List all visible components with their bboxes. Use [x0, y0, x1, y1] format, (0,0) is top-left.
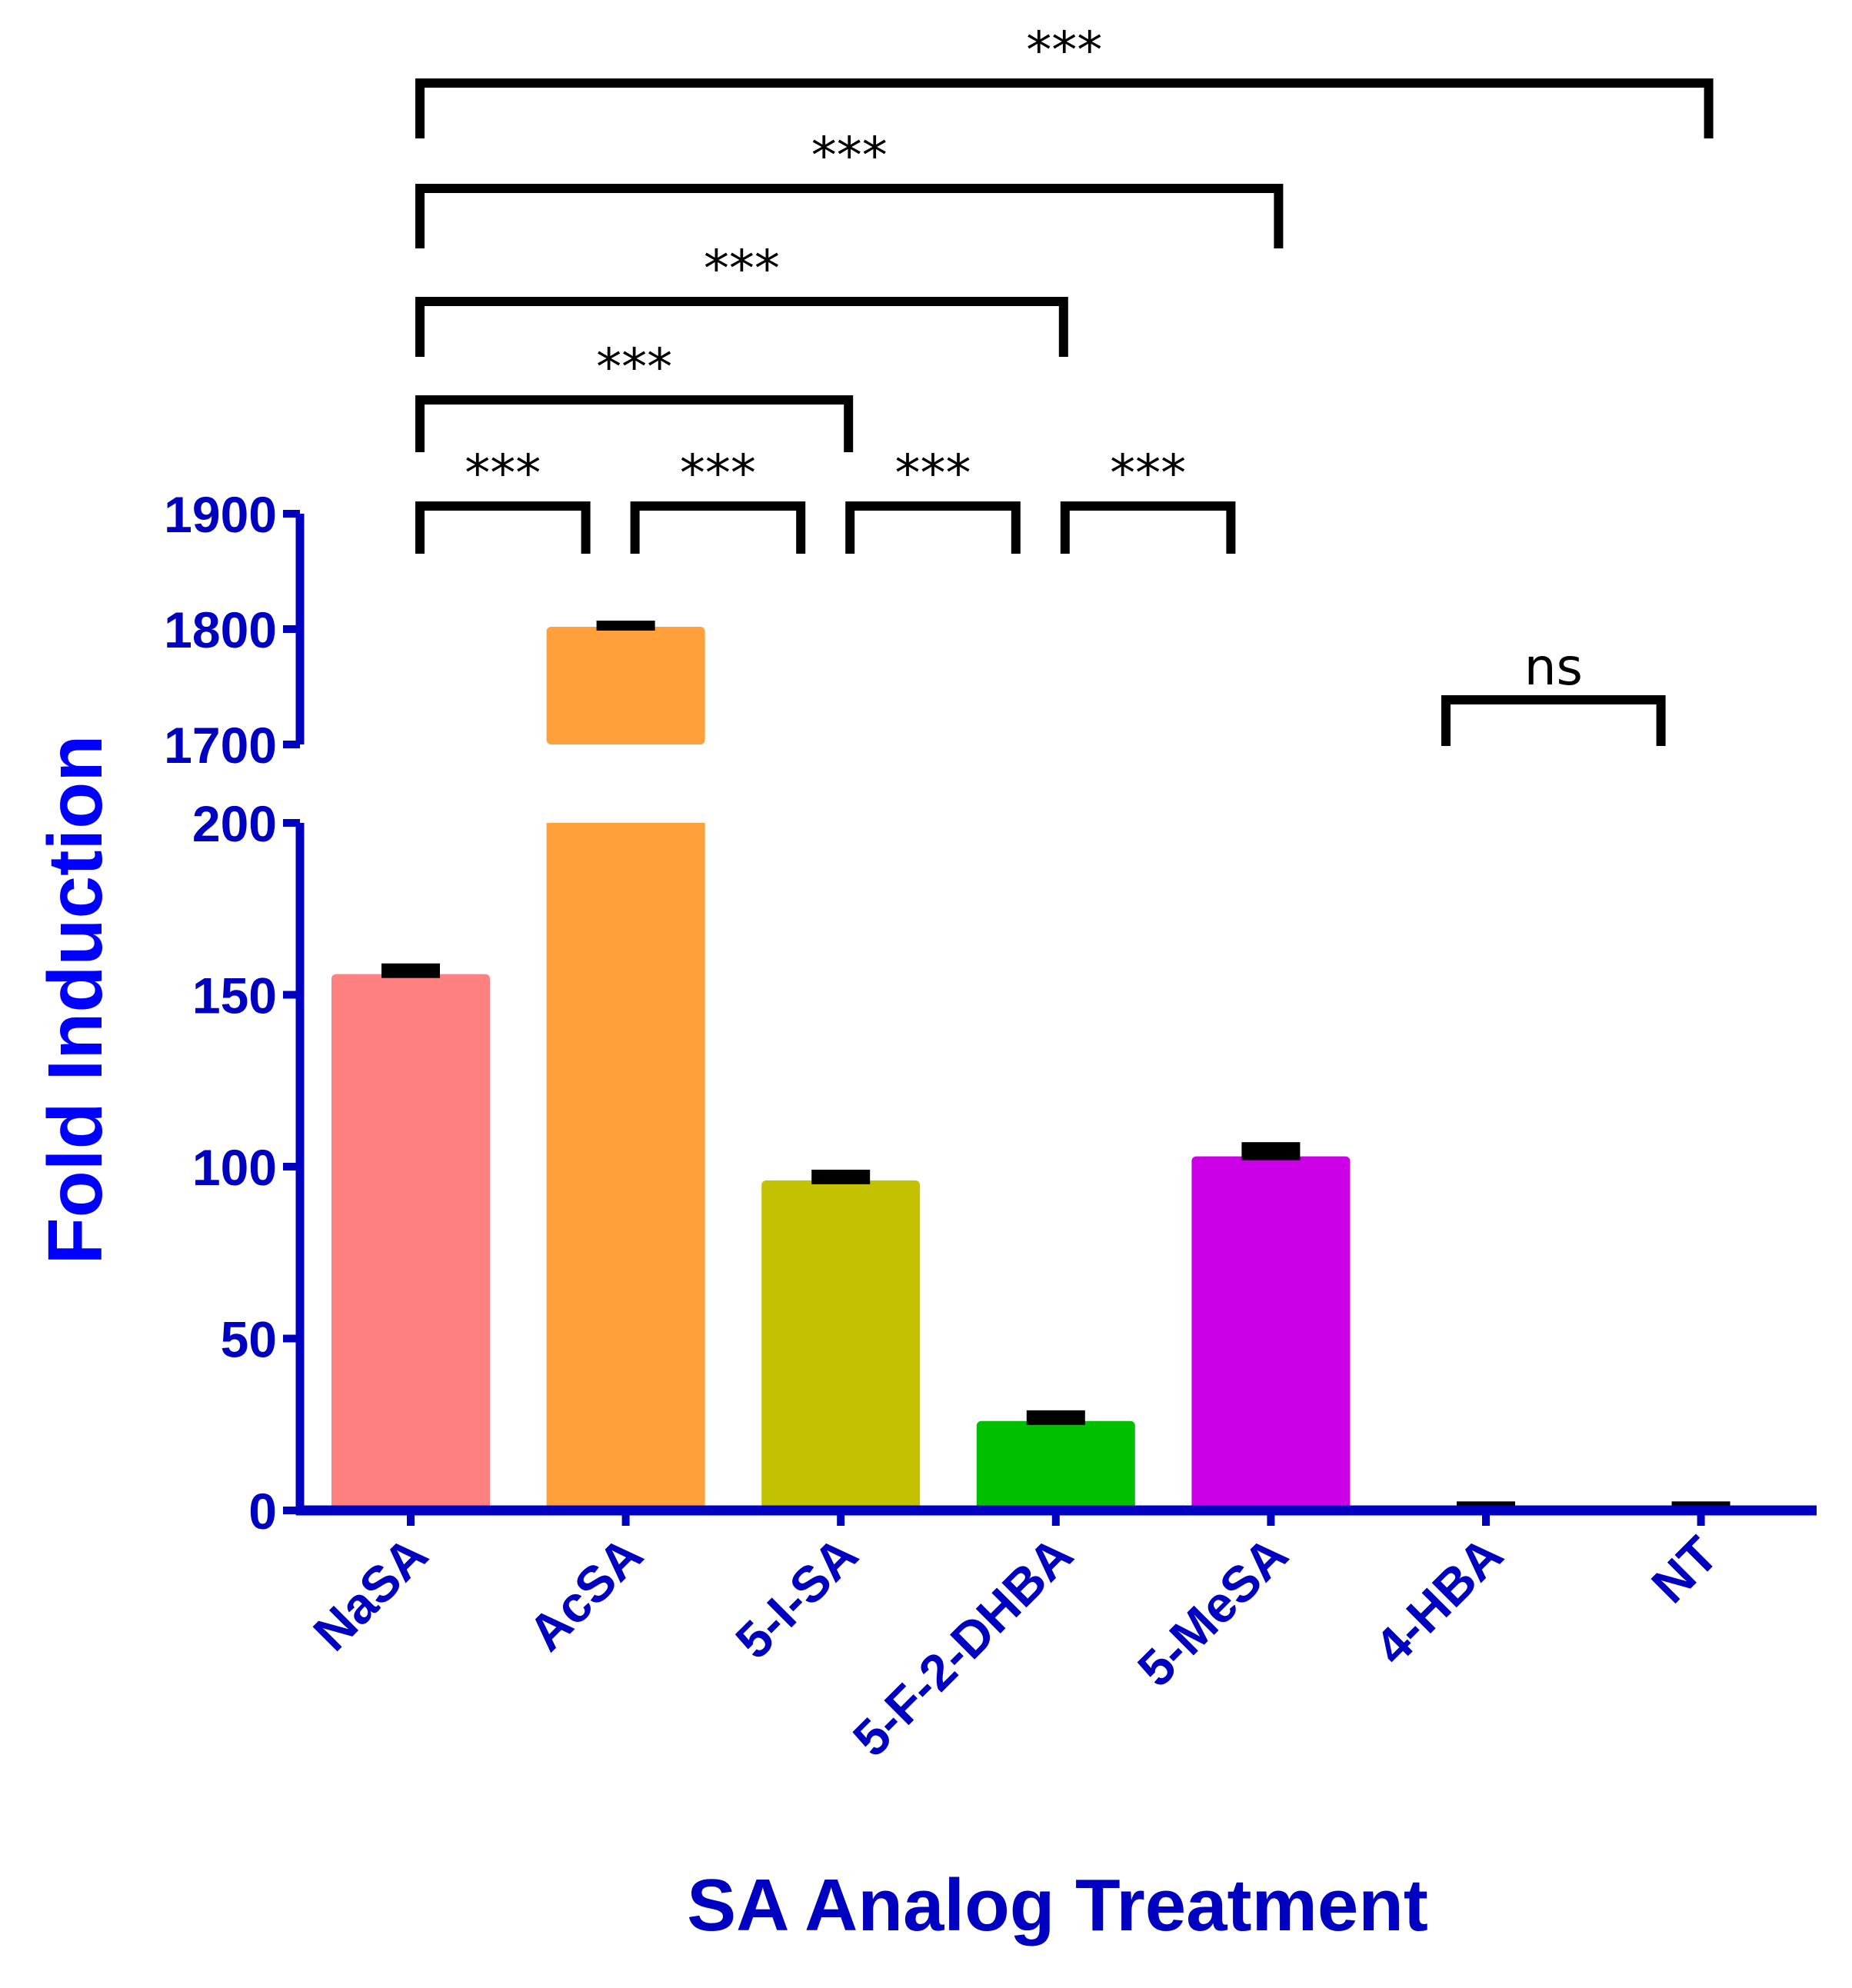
- significance-label-4: ***: [465, 444, 541, 503]
- significance-label-2: ***: [704, 239, 780, 298]
- y-lower-tick-label-1: 50: [221, 1311, 277, 1368]
- bar-3: [976, 1420, 1135, 1510]
- x-tick-label-5: 4-HBA: [1364, 1526, 1514, 1676]
- bar-4: [1191, 1156, 1351, 1510]
- significance-bracket-2: [415, 297, 1068, 357]
- significance-bracket-1: [415, 184, 1284, 248]
- y-lower-tick-label-2: 100: [192, 1139, 277, 1196]
- bars-group: [331, 627, 1780, 1510]
- bar-2: [761, 1180, 921, 1510]
- x-tick-label-3: 5-F-2-DHBA: [842, 1526, 1084, 1767]
- significance-label-3: ***: [596, 338, 672, 397]
- x-tick-label-1: AcSA: [518, 1526, 654, 1662]
- x-tick-label-0: NaSA: [302, 1526, 438, 1662]
- error-bar-0: [381, 963, 440, 978]
- significance-label-5: ***: [680, 444, 756, 503]
- x-axis-title: SA Analog Treatment: [687, 1864, 1428, 1946]
- error-bar-1: [596, 621, 655, 631]
- significance-label-1: ***: [811, 126, 888, 185]
- error-bar-4: [1241, 1142, 1301, 1160]
- significance-bracket-6: [845, 501, 1021, 554]
- y-lower-tick-label-4: 200: [192, 795, 277, 852]
- bar-1-lower: [546, 823, 705, 1510]
- x-tick-label-4: 5-MeSA: [1127, 1526, 1298, 1697]
- significance-label-8: ns: [1524, 638, 1583, 697]
- significance-bracket-7: [1060, 501, 1236, 554]
- y-upper-tick-label-0: 1700: [164, 717, 277, 774]
- significance-bracket-0: [415, 78, 1714, 138]
- bar-1-upper: [546, 627, 705, 744]
- y-upper-tick-label-2: 1900: [164, 486, 277, 543]
- x-tick-label-2: 5-I-SA: [724, 1526, 868, 1670]
- significance-label-0: ***: [1026, 21, 1102, 80]
- significance-label-6: ***: [895, 444, 971, 503]
- x-tick-label-6: NT: [1640, 1526, 1729, 1614]
- y-upper-tick-label-1: 1800: [164, 601, 277, 658]
- axes-group: [295, 514, 1817, 1516]
- significance-label-7: ***: [1110, 444, 1186, 503]
- y-axis-title: Fold Induction: [32, 735, 118, 1265]
- significance-bracket-8: [1441, 695, 1666, 746]
- significance-bracket-4: [415, 501, 591, 554]
- y-lower-tick-label-0: 0: [248, 1483, 277, 1540]
- bar-0: [331, 974, 490, 1510]
- error-bar-3: [1026, 1410, 1085, 1425]
- significance-bracket-5: [630, 501, 806, 554]
- y-lower-tick-label-3: 150: [192, 967, 277, 1024]
- significance-group: *************** *** *** ***ns: [415, 21, 1714, 746]
- error-bar-2: [811, 1169, 871, 1184]
- significance-bracket-3: [415, 395, 854, 452]
